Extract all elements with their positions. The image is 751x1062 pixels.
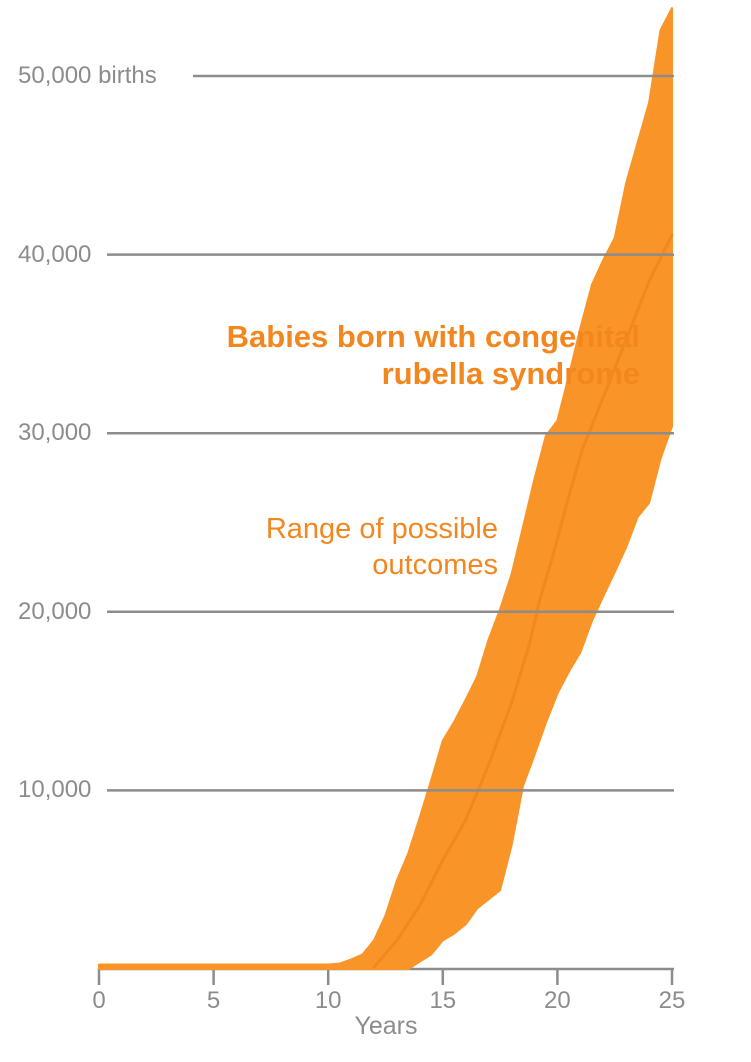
y-tick-label: 30,000 xyxy=(18,419,92,447)
y-tick-label: 20,000 xyxy=(18,597,92,625)
range-band-area xyxy=(98,7,673,970)
band-annotation-line-1: Babies born with congenital xyxy=(226,319,640,354)
x-tick-label: 15 xyxy=(429,987,457,1014)
range-annotation-line-2: outcomes xyxy=(372,549,498,581)
y-tick-label: 50,000 births xyxy=(18,62,157,89)
x-tick-label: 5 xyxy=(206,987,221,1014)
band-annotation-line-2: rubella syndrome xyxy=(381,356,640,391)
x-tick-label: 25 xyxy=(658,987,686,1014)
range-annotation: Range of possible outcomes xyxy=(266,511,498,583)
x-tick-label: 0 xyxy=(92,987,106,1014)
range-annotation-line-1: Range of possible xyxy=(265,513,498,545)
x-tick-label: 10 xyxy=(314,987,342,1014)
y-tick-label: 40,000 xyxy=(18,240,92,268)
trajectory-line xyxy=(372,233,674,969)
band-annotation: Babies born with congenital rubella synd… xyxy=(227,318,640,392)
x-tick-label: 20 xyxy=(544,987,571,1014)
y-tick-label: 10,000 xyxy=(18,776,92,804)
x-axis-title: Years xyxy=(354,1012,418,1040)
